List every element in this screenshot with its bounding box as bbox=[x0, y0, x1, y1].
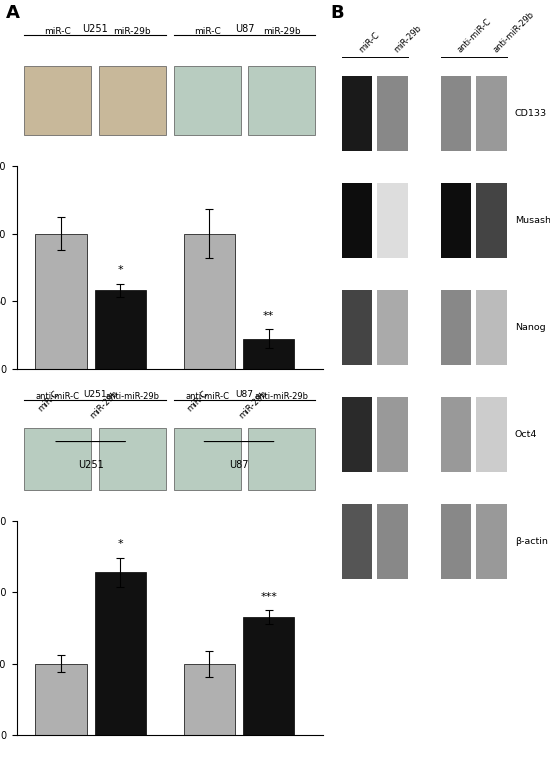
Text: miR-29b: miR-29b bbox=[89, 389, 120, 421]
FancyBboxPatch shape bbox=[377, 504, 408, 578]
Text: anti-miR-C: anti-miR-C bbox=[456, 17, 493, 55]
FancyBboxPatch shape bbox=[174, 428, 241, 490]
FancyBboxPatch shape bbox=[249, 66, 316, 135]
Bar bbox=[243, 617, 294, 735]
Text: anti-miR-29b: anti-miR-29b bbox=[106, 392, 160, 401]
FancyBboxPatch shape bbox=[476, 397, 507, 471]
Text: A: A bbox=[6, 4, 19, 22]
FancyBboxPatch shape bbox=[174, 66, 241, 135]
Text: U251: U251 bbox=[82, 24, 108, 34]
Text: anti-miR-C: anti-miR-C bbox=[23, 756, 61, 758]
FancyBboxPatch shape bbox=[476, 290, 507, 365]
FancyBboxPatch shape bbox=[24, 428, 91, 490]
FancyBboxPatch shape bbox=[342, 504, 372, 578]
FancyBboxPatch shape bbox=[342, 183, 372, 258]
FancyBboxPatch shape bbox=[24, 66, 91, 135]
FancyBboxPatch shape bbox=[441, 183, 471, 258]
Text: miR-29b: miR-29b bbox=[237, 389, 269, 421]
Text: miR-C: miR-C bbox=[45, 27, 71, 36]
Text: miR-29b: miR-29b bbox=[263, 27, 301, 36]
FancyBboxPatch shape bbox=[476, 77, 507, 151]
Text: miR-C: miR-C bbox=[357, 31, 381, 55]
Text: miR-C: miR-C bbox=[194, 27, 221, 36]
Text: β-actin: β-actin bbox=[515, 537, 548, 546]
Text: **: ** bbox=[263, 312, 274, 321]
Bar bbox=[35, 233, 87, 368]
Bar bbox=[95, 290, 146, 368]
Text: miR-29b: miR-29b bbox=[114, 27, 151, 36]
FancyBboxPatch shape bbox=[249, 428, 316, 490]
Text: *: * bbox=[118, 265, 123, 275]
Bar bbox=[184, 664, 235, 735]
FancyBboxPatch shape bbox=[342, 397, 372, 471]
Bar bbox=[243, 339, 294, 368]
FancyBboxPatch shape bbox=[441, 504, 471, 578]
Text: Nanog: Nanog bbox=[515, 323, 546, 332]
Text: Oct4: Oct4 bbox=[515, 430, 537, 439]
Text: *: * bbox=[118, 540, 123, 550]
FancyBboxPatch shape bbox=[441, 77, 471, 151]
Text: anti-miR-C: anti-miR-C bbox=[171, 756, 210, 758]
Text: anti-miR-29b: anti-miR-29b bbox=[75, 756, 120, 758]
Text: anti-miR-29b: anti-miR-29b bbox=[223, 756, 269, 758]
Bar bbox=[35, 664, 87, 735]
Text: anti-miR-C: anti-miR-C bbox=[185, 392, 229, 401]
FancyBboxPatch shape bbox=[377, 290, 408, 365]
FancyBboxPatch shape bbox=[476, 183, 507, 258]
Text: Musashi: Musashi bbox=[515, 216, 550, 225]
Text: U87: U87 bbox=[235, 390, 254, 399]
Text: U87: U87 bbox=[235, 24, 254, 34]
FancyBboxPatch shape bbox=[377, 77, 408, 151]
Bar bbox=[95, 572, 146, 735]
Text: ***: *** bbox=[260, 591, 277, 602]
Text: U251: U251 bbox=[78, 460, 103, 470]
Text: anti-miR-C: anti-miR-C bbox=[36, 392, 80, 401]
FancyBboxPatch shape bbox=[342, 290, 372, 365]
FancyBboxPatch shape bbox=[476, 504, 507, 578]
Bar bbox=[184, 233, 235, 368]
FancyBboxPatch shape bbox=[99, 428, 166, 490]
Text: anti-miR-29b: anti-miR-29b bbox=[492, 11, 536, 55]
FancyBboxPatch shape bbox=[441, 397, 471, 471]
FancyBboxPatch shape bbox=[99, 66, 166, 135]
Text: miR-C: miR-C bbox=[185, 389, 210, 413]
FancyBboxPatch shape bbox=[441, 290, 471, 365]
Text: U87: U87 bbox=[229, 460, 249, 470]
FancyBboxPatch shape bbox=[377, 183, 408, 258]
Text: CD133: CD133 bbox=[515, 109, 547, 118]
Text: miR-C: miR-C bbox=[37, 389, 61, 413]
Text: miR-29b: miR-29b bbox=[393, 23, 424, 55]
Text: B: B bbox=[330, 4, 344, 22]
FancyBboxPatch shape bbox=[377, 397, 408, 471]
Text: U251: U251 bbox=[83, 390, 107, 399]
FancyBboxPatch shape bbox=[342, 77, 372, 151]
Text: anti-miR-29b: anti-miR-29b bbox=[255, 392, 309, 401]
